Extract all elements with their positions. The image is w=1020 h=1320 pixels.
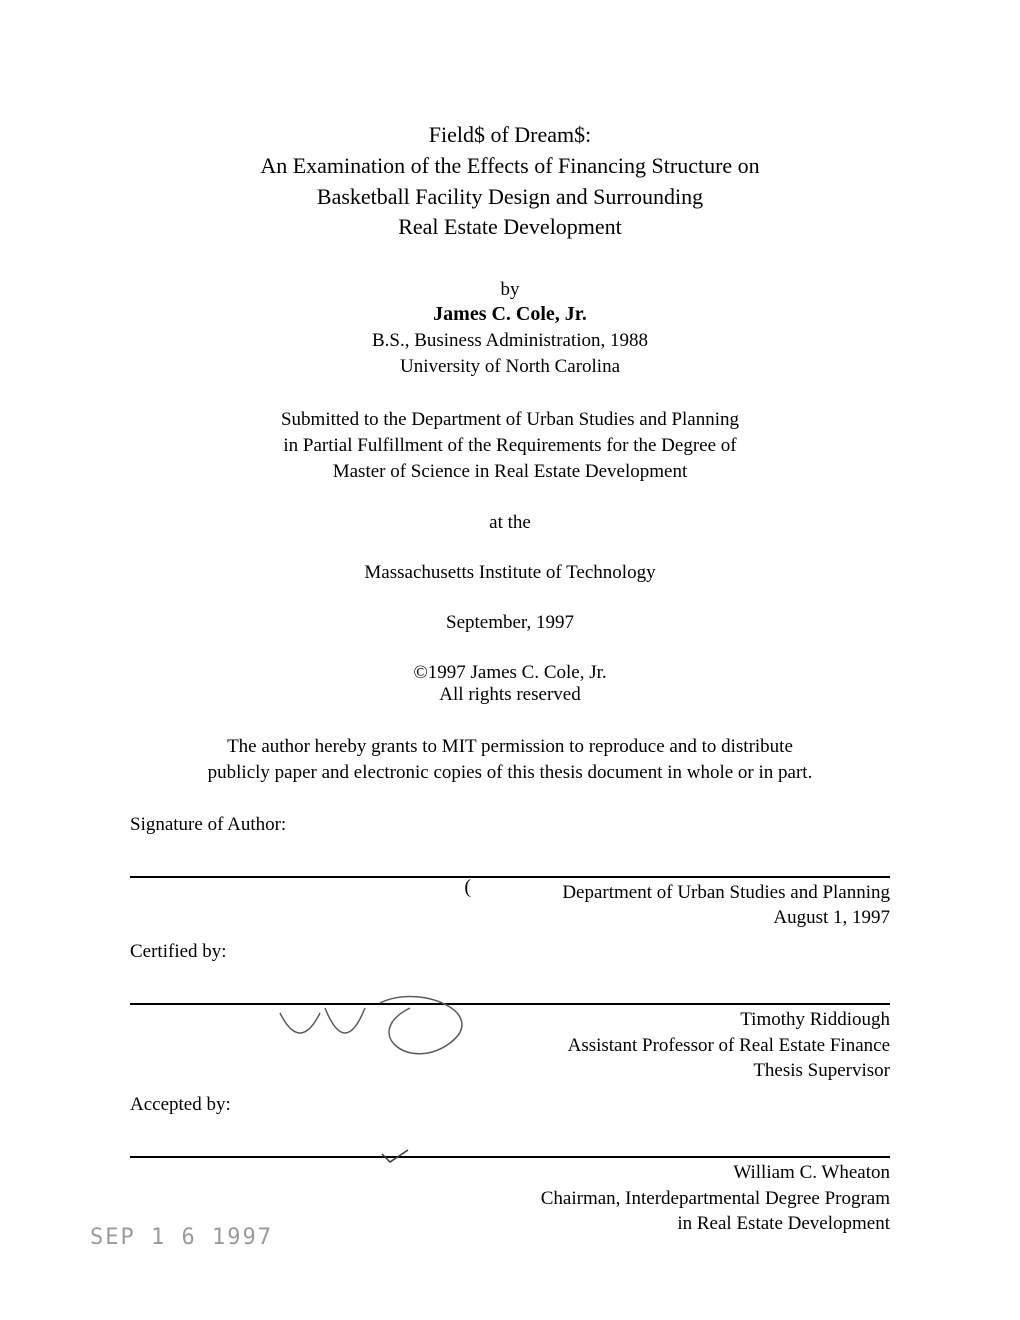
signature-rule-1 xyxy=(130,876,890,878)
tick-mark-icon: ( xyxy=(464,874,471,901)
signature-author-area: ( Department of Urban Studies and Planni… xyxy=(130,876,890,931)
stamp-date: SEP 1 6 1997 xyxy=(90,1216,273,1260)
chairman-name: William C. Wheaton xyxy=(130,1160,890,1186)
at-the-label: at the xyxy=(130,512,890,534)
title-line-4: Real Estate Development xyxy=(130,212,890,243)
copyright-line-2: All rights reserved xyxy=(130,684,890,706)
signature-rule-2 xyxy=(130,1003,890,1005)
author-name: James C. Cole, Jr. xyxy=(130,303,890,326)
permission-line-2: publicly paper and electronic copies of … xyxy=(130,760,890,786)
library-stamp: SEP 1 6 1997 xyxy=(90,1216,273,1260)
signature-author-block: ( Department of Urban Studies and Planni… xyxy=(130,880,890,931)
supervisor-title: Assistant Professor of Real Estate Finan… xyxy=(130,1033,890,1059)
by-label: by xyxy=(130,279,890,301)
title-line-2: An Examination of the Effects of Financi… xyxy=(130,151,890,182)
submitted-line-2: in Partial Fulfillment of the Requiremen… xyxy=(130,433,890,459)
title-line-3: Basketball Facility Design and Surroundi… xyxy=(130,182,890,213)
copyright-line-1: ©1997 James C. Cole, Jr. xyxy=(130,662,890,684)
signature-author-label: Signature of Author: xyxy=(130,814,890,836)
signature-accepted-label: Accepted by: xyxy=(130,1094,890,1116)
submitted-line-1: Submitted to the Department of Urban Stu… xyxy=(130,407,890,433)
title-line-1: Field$ of Dream$: xyxy=(130,120,890,151)
title-block: Field$ of Dream$: An Examination of the … xyxy=(130,120,890,243)
chairman-title: Chairman, Interdepartmental Degree Progr… xyxy=(130,1186,890,1212)
permission-block: The author hereby grants to MIT permissi… xyxy=(130,734,890,785)
signature-certified-label: Certified by: xyxy=(130,941,890,963)
submitted-block: Submitted to the Department of Urban Stu… xyxy=(130,407,890,484)
copyright-block: ©1997 James C. Cole, Jr. All rights rese… xyxy=(130,662,890,706)
submitted-line-3: Master of Science in Real Estate Develop… xyxy=(130,459,890,485)
institution: Massachusetts Institute of Technology xyxy=(130,562,890,584)
signature-rule-3 xyxy=(130,1156,890,1158)
author-degree: B.S., Business Administration, 1988 xyxy=(130,328,890,354)
supervisor-role: Thesis Supervisor xyxy=(130,1058,890,1084)
signature-supervisor-block: Timothy Riddiough Assistant Professor of… xyxy=(130,1007,890,1084)
author-department: Department of Urban Studies and Planning xyxy=(130,880,890,906)
author-school: University of North Carolina xyxy=(130,354,890,380)
author-sig-date: August 1, 1997 xyxy=(130,905,890,931)
date: September, 1997 xyxy=(130,612,890,634)
signature-certified-area: Timothy Riddiough Assistant Professor of… xyxy=(130,1003,890,1084)
supervisor-name: Timothy Riddiough xyxy=(130,1007,890,1033)
permission-line-1: The author hereby grants to MIT permissi… xyxy=(130,734,890,760)
